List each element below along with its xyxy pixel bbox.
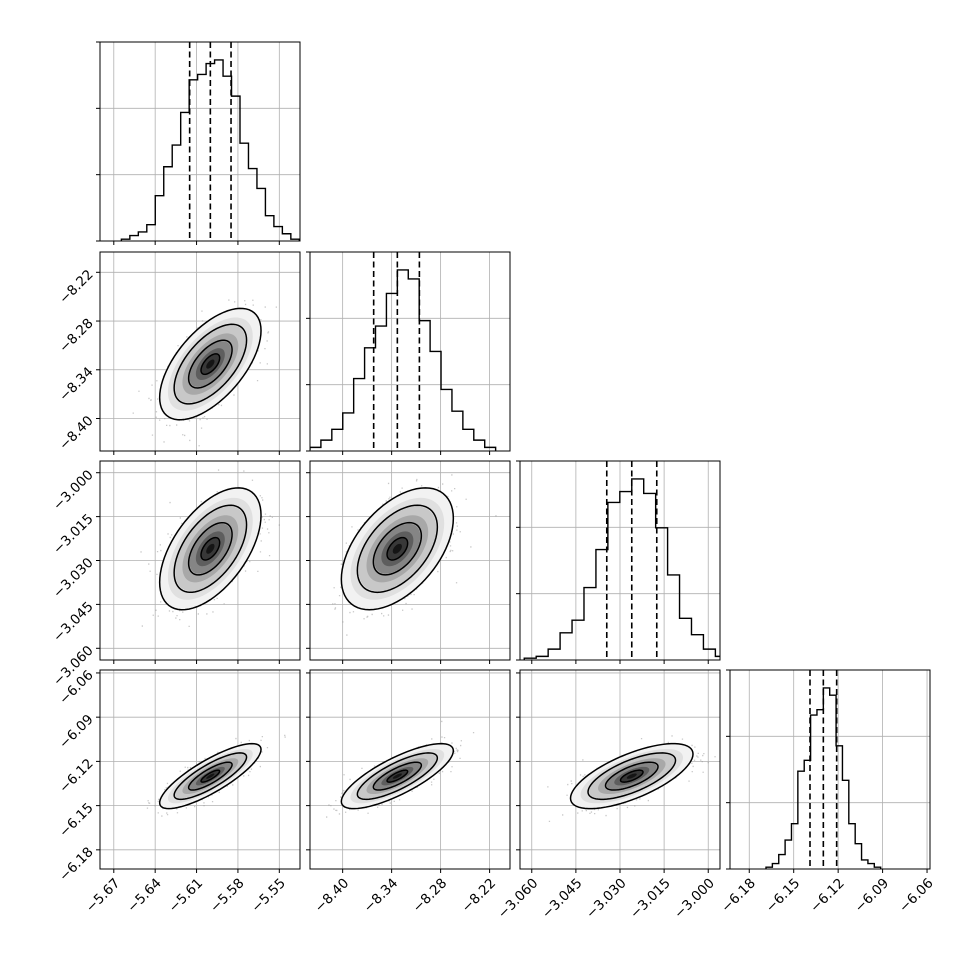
- contour-line: [158, 487, 262, 611]
- contour-line: [604, 761, 659, 791]
- x-tick-label: −8.40: [312, 875, 353, 916]
- contour-line: [356, 752, 439, 801]
- x-tick-label: −5.67: [83, 875, 124, 916]
- contour-line: [173, 504, 248, 594]
- density-fill: [392, 543, 402, 554]
- y-tick-label: −8.40: [56, 413, 97, 454]
- scatter-panel-2-1: [306, 460, 511, 664]
- panel-content: [547, 735, 716, 822]
- panel-background: [730, 670, 930, 869]
- y-tick-label: −6.09: [56, 712, 97, 753]
- histogram-panel-1: [306, 251, 511, 455]
- density-fill: [626, 773, 637, 779]
- contour-line: [173, 752, 248, 801]
- y-tick-label: −3.045: [50, 599, 97, 646]
- scatter-points: [132, 299, 277, 447]
- y-tick-label: −3.015: [50, 511, 97, 558]
- y-tick-label: −3.000: [50, 467, 97, 514]
- contour-line: [340, 487, 455, 611]
- contour-line: [187, 339, 233, 389]
- contour-line: [386, 769, 409, 783]
- x-tick-label: −5.64: [124, 875, 165, 916]
- density-fill: [392, 773, 402, 779]
- histogram-panel-3: [726, 669, 931, 873]
- histogram-panel-0: [96, 41, 301, 245]
- x-tick-label: −8.34: [361, 875, 402, 916]
- scatter-panel-3-2: [516, 669, 721, 873]
- scatter-panel-2-0: [96, 460, 301, 664]
- x-tick-label: −5.61: [166, 875, 207, 916]
- x-tick-label: −6.12: [807, 875, 848, 916]
- panel-content: [132, 299, 277, 447]
- contour-line: [200, 353, 221, 376]
- density-fill: [206, 543, 215, 554]
- panel-background: [310, 252, 510, 451]
- x-tick-label: −6.18: [718, 875, 759, 916]
- panel-frame: [309, 251, 511, 452]
- panel-frame: [99, 251, 301, 452]
- contour-line: [356, 504, 439, 594]
- y-tick-label: −8.34: [56, 364, 97, 405]
- y-tick-label: −6.18: [56, 844, 97, 885]
- y-tick-label: −6.15: [56, 800, 97, 841]
- x-tick-label: −3.045: [539, 875, 586, 922]
- panel-background: [100, 42, 300, 241]
- x-tick-label: −8.28: [410, 875, 451, 916]
- x-tick-label: −5.55: [248, 875, 289, 916]
- density-fill: [206, 359, 215, 369]
- contour-line: [200, 769, 221, 783]
- panel-frame: [99, 41, 301, 242]
- x-tick-label: −3.060: [495, 875, 542, 922]
- x-tick-label: −3.015: [627, 875, 674, 922]
- contour-line: [187, 521, 233, 576]
- panel-frame: [99, 669, 301, 870]
- contour-line: [173, 323, 248, 405]
- contour-line: [187, 761, 233, 791]
- panel-frame: [309, 669, 511, 870]
- x-tick-label: −5.58: [207, 875, 248, 916]
- y-tick-label: −6.12: [56, 756, 97, 797]
- contour-line: [200, 536, 221, 561]
- panel-frame: [729, 669, 931, 870]
- contour-line: [619, 769, 644, 783]
- y-tick-label: −8.28: [56, 315, 97, 356]
- scatter-panel-3-0: [96, 669, 301, 873]
- x-tick-label: −6.15: [763, 875, 804, 916]
- panel-content: [140, 469, 280, 627]
- contour-line: [340, 742, 455, 810]
- histogram-panel-2: [516, 460, 721, 664]
- contour-line: [372, 521, 423, 576]
- contour-line: [569, 742, 694, 810]
- scatter-panel-3-1: [306, 669, 511, 873]
- x-tick-label: −6.09: [852, 875, 893, 916]
- contour-line: [386, 536, 409, 561]
- density-fill: [206, 773, 215, 779]
- contour-line: [587, 752, 677, 801]
- contour-line: [372, 761, 423, 791]
- panel-content: [326, 720, 475, 818]
- panel-content: [146, 734, 286, 817]
- x-tick-label: −8.22: [459, 875, 500, 916]
- x-tick-label: −3.000: [671, 875, 718, 922]
- scatter-panel-1-0: [96, 251, 301, 455]
- contour-line: [158, 307, 262, 421]
- panel-content: [332, 474, 497, 636]
- x-tick-label: −6.06: [896, 875, 937, 916]
- x-tick-label: −3.030: [583, 875, 630, 922]
- y-tick-label: −8.22: [56, 267, 97, 308]
- contour-line: [158, 742, 262, 810]
- y-tick-label: −3.030: [50, 555, 97, 602]
